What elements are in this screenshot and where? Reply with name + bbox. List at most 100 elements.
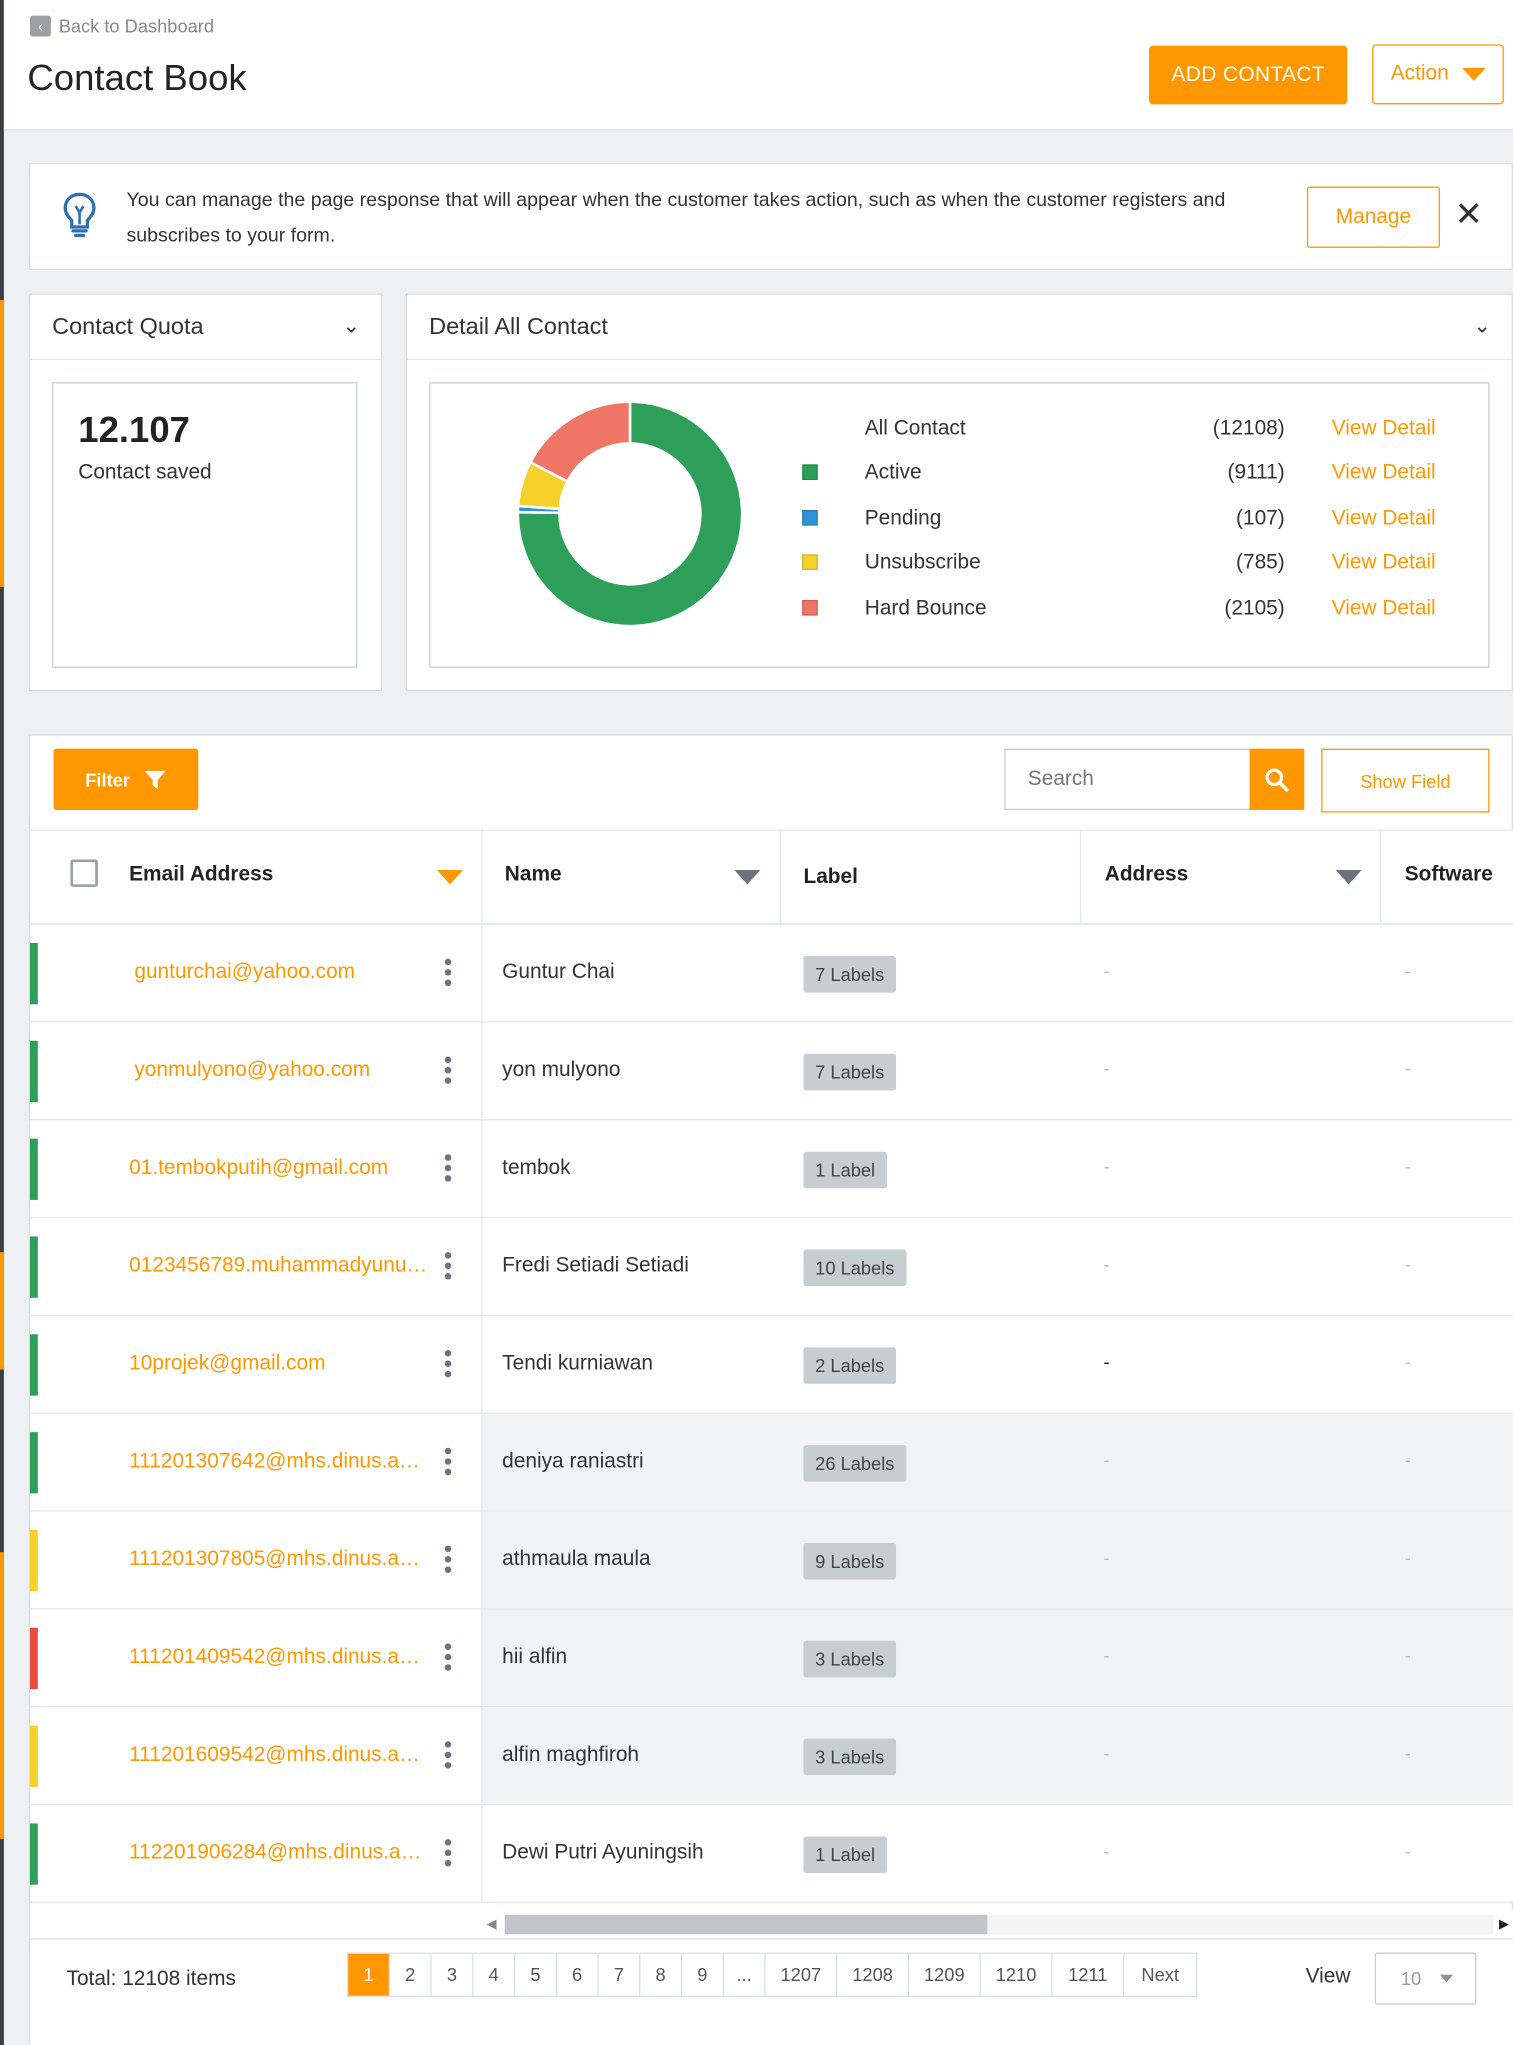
detail-header[interactable]: Detail All Contact ⌄ — [406, 295, 1512, 360]
action-dropdown-button[interactable]: Action — [1372, 44, 1504, 105]
label-badge[interactable]: 3 Labels — [803, 1738, 896, 1776]
show-field-button[interactable]: Show Field — [1321, 748, 1490, 813]
sort-down-icon[interactable] — [734, 869, 761, 885]
software-value: - — [1404, 1449, 1411, 1470]
more-options-icon[interactable] — [444, 1154, 453, 1185]
table-row[interactable]: 112201906284@mhs.dinus.ac.id Dewi Putri A… — [29, 1805, 1513, 1903]
view-detail-link[interactable]: View Detail — [1331, 507, 1436, 530]
label-badge[interactable]: 10 Labels — [803, 1249, 907, 1287]
email-link[interactable]: 111201307805@mhs.dinus.ac.id — [129, 1548, 430, 1571]
table-row[interactable]: 111201409542@mhs.dinus.ac.id hii alfin 3 L… — [29, 1609, 1513, 1708]
contact-quota-header[interactable]: Contact Quota ⌄ — [29, 295, 381, 360]
label-badge[interactable]: 9 Labels — [803, 1542, 896, 1580]
legend-name: Active — [864, 461, 922, 484]
label-badge[interactable]: 1 Label — [803, 1836, 887, 1873]
add-contact-button[interactable]: ADD CONTACT — [1149, 45, 1348, 105]
page-button[interactable]: 2 — [389, 1953, 432, 1996]
page-button[interactable]: 1 — [348, 1953, 390, 1996]
page-button[interactable]: 7 — [598, 1953, 641, 1996]
table-row[interactable]: 111201609542@mhs.dinus.ac.id alfin maghfi… — [29, 1707, 1513, 1806]
email-link[interactable]: 0123456789.muhammadyunus@gmail.com — [129, 1254, 430, 1277]
page-button[interactable]: 1211 — [1052, 1953, 1125, 1996]
more-options-icon[interactable] — [444, 1349, 453, 1381]
page-button[interactable]: 1209 — [909, 1953, 981, 1996]
funnel-icon — [144, 770, 166, 789]
sort-down-icon[interactable] — [1335, 869, 1362, 885]
view-detail-link[interactable]: View Detail — [1331, 461, 1436, 484]
email-link[interactable]: 111201609542@mhs.dinus.ac.id — [129, 1743, 430, 1767]
detail-title: Detail All Contact — [429, 313, 608, 340]
label-badge[interactable]: 2 Labels — [803, 1347, 896, 1384]
page-button[interactable]: 3 — [431, 1953, 474, 1996]
sort-down-icon[interactable] — [436, 869, 464, 885]
column-label-label: Label — [803, 866, 858, 889]
select-all-checkbox[interactable] — [70, 859, 98, 887]
column-email[interactable]: Email Address — [129, 831, 481, 925]
table-row[interactable]: yonmulyono@yahoo.com yon mulyono 7 Labels -… — [29, 1022, 1513, 1121]
page-button[interactable]: 6 — [556, 1953, 599, 1996]
scrollbar-thumb[interactable] — [504, 1914, 988, 1935]
contact-name: deniya raniastri — [502, 1450, 644, 1473]
close-icon[interactable]: ✕ — [1454, 194, 1483, 234]
column-label[interactable]: Label — [803, 831, 1064, 925]
label-badge[interactable]: 7 Labels — [803, 1053, 896, 1091]
more-options-icon[interactable] — [444, 1839, 453, 1870]
more-options-icon[interactable] — [444, 1643, 453, 1674]
info-notice: You can manage the page response that wi… — [28, 163, 1513, 270]
page-button[interactable]: 5 — [515, 1953, 557, 1996]
email-link[interactable]: 111201307642@mhs.dinus.ac.id — [129, 1450, 430, 1473]
view-detail-link[interactable]: View Detail — [1331, 597, 1436, 620]
email-link[interactable]: yonmulyono@yahoo.com — [134, 1059, 371, 1082]
page-button[interactable]: 8 — [640, 1953, 683, 1996]
label-badge[interactable]: 3 Labels — [803, 1640, 896, 1678]
view-detail-link[interactable]: View Detail — [1331, 417, 1436, 440]
column-software[interactable]: Software — [1405, 831, 1513, 925]
more-options-icon[interactable] — [444, 1741, 453, 1772]
donut-slice-active — [516, 400, 744, 628]
more-options-icon[interactable] — [444, 1252, 453, 1283]
search-input[interactable] — [1004, 748, 1251, 810]
page-header: ‹ Back to Dashboard Contact Book ADD CON… — [3, 0, 1513, 131]
chevron-down-icon[interactable]: ⌄ — [1473, 315, 1491, 338]
scroll-left-icon[interactable]: ◀ — [486, 1917, 497, 1932]
page-button[interactable]: 1208 — [837, 1953, 910, 1996]
horizontal-scrollbar[interactable]: ◀ ▶ — [481, 1909, 1513, 1939]
software-value: - — [1404, 1644, 1411, 1666]
more-options-icon[interactable] — [444, 1545, 453, 1577]
table-row[interactable]: gunturchai@yahoo.com Guntur Chai 7 Labels -… — [29, 924, 1513, 1023]
view-detail-link[interactable]: View Detail — [1331, 551, 1436, 574]
column-name[interactable]: Name — [505, 831, 779, 925]
table-row[interactable]: 111201307642@mhs.dinus.ac.id deniya rania… — [29, 1413, 1513, 1512]
page-size-select[interactable]: 10 — [1374, 1952, 1477, 2005]
label-badge[interactable]: 26 Labels — [803, 1445, 907, 1482]
column-address[interactable]: Address — [1105, 831, 1379, 925]
more-options-icon[interactable] — [444, 1056, 453, 1087]
page-button[interactable]: 4 — [473, 1953, 516, 1996]
page-button[interactable]: 1207 — [765, 1953, 838, 1996]
manage-button[interactable]: Manage — [1306, 186, 1440, 248]
table-row[interactable]: 0123456789.muhammadyunus@gmail.com Fredi … — [29, 1218, 1513, 1317]
legend-count: (12108) — [1212, 417, 1285, 440]
email-link[interactable]: 01.tembokputih@gmail.com — [129, 1156, 389, 1180]
table-row[interactable]: 111201307805@mhs.dinus.ac.id athmaula mau… — [29, 1511, 1513, 1610]
back-to-dashboard-link[interactable]: ‹ Back to Dashboard — [29, 15, 214, 37]
label-badge[interactable]: 7 Labels — [803, 956, 896, 993]
scroll-right-icon[interactable]: ▶ — [1499, 1917, 1510, 1932]
page-button[interactable]: 1210 — [980, 1953, 1053, 1996]
legend-row-active: Active (9111) View Detail — [802, 451, 1467, 495]
next-page-button[interactable]: Next — [1124, 1953, 1197, 1996]
more-options-icon[interactable] — [444, 1447, 453, 1479]
label-badge[interactable]: 1 Label — [803, 1151, 887, 1189]
page-button[interactable]: 9 — [682, 1953, 724, 1996]
email-link[interactable]: gunturchai@yahoo.com — [134, 961, 356, 984]
filter-button[interactable]: Filter — [53, 748, 199, 810]
address-value: - — [1103, 1840, 1110, 1862]
email-link[interactable]: 112201906284@mhs.dinus.ac.id — [129, 1841, 430, 1864]
table-row[interactable]: 01.tembokputih@gmail.com tembok 1 Label - - — [29, 1120, 1513, 1219]
chevron-down-icon[interactable]: ⌄ — [342, 315, 360, 338]
more-options-icon[interactable] — [444, 958, 453, 990]
search-button[interactable] — [1249, 748, 1305, 810]
email-link[interactable]: 111201409542@mhs.dinus.ac.id — [129, 1646, 430, 1669]
table-row[interactable]: 10projek@gmail.com Tendi kurniawan 2 Label… — [29, 1316, 1513, 1414]
email-link[interactable]: 10projek@gmail.com — [129, 1352, 326, 1375]
